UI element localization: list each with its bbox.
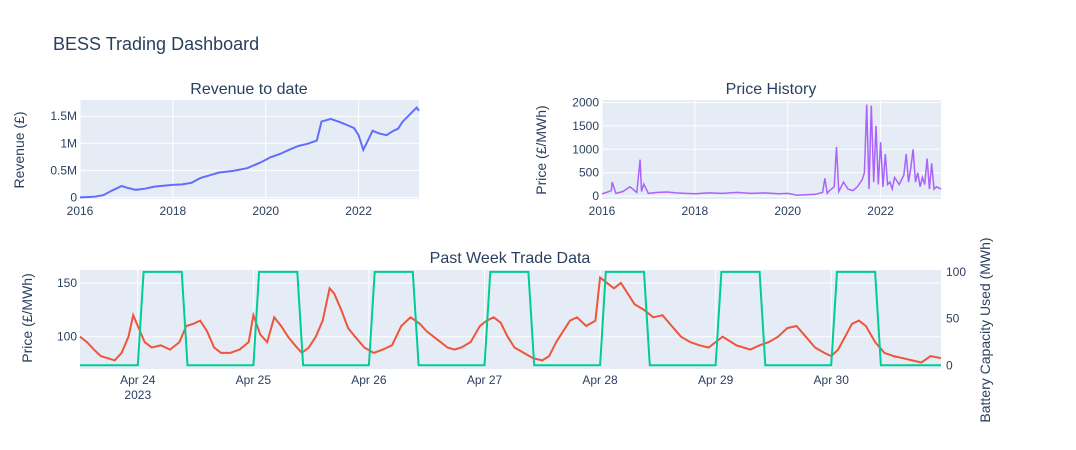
y-tick-label: 1500 (572, 119, 599, 133)
y2-tick-label: 50 (946, 312, 960, 326)
x-tick-label: Apr 27 (467, 373, 503, 387)
price-history-series-line (601, 104, 942, 196)
x-tick-label: 2020 (774, 204, 801, 218)
revenue-y-axis-label: Revenue (£) (11, 111, 27, 188)
trade-data-y-axis-label: Price (£/MWh) (19, 273, 35, 362)
y2-tick-label: 100 (946, 265, 966, 279)
x-tick-label: 2016 (67, 204, 94, 218)
price-history-chart-title: Price History (726, 81, 817, 98)
y-tick-label: 2000 (572, 95, 599, 109)
y-tick-label: 150 (57, 276, 77, 290)
x-tick-label: 2018 (682, 204, 709, 218)
trade-data-chart-title: Past Week Trade Data (430, 250, 591, 267)
trade-price-series-line (79, 275, 942, 364)
revenue-tick-labels: 2016 2018 2020 2022 0 0.5M 1M 1.5M (50, 109, 372, 218)
price-history-y-axis-label: Price (£/MWh) (533, 105, 549, 194)
y-tick-label: 100 (57, 330, 77, 344)
price-history-tick-labels: 2016 2018 2020 2022 0 500 1000 1500 2000 (572, 95, 894, 218)
x-tick-label: Apr 28 (582, 373, 618, 387)
y-tick-label: 0 (70, 190, 77, 204)
trade-data-plot-area[interactable] (80, 270, 941, 369)
price-history-gridlines (601, 100, 941, 199)
x-tick-label: Apr 30 (814, 373, 850, 387)
y-tick-label: 500 (579, 166, 599, 180)
x-tick-label: Apr 26 (351, 373, 387, 387)
revenue-plot-area[interactable] (80, 100, 419, 199)
y2-tick-label: 0 (946, 358, 953, 372)
revenue-gridlines (79, 100, 419, 199)
y-tick-label: 0 (592, 189, 599, 203)
x-tick-label: 2022 (345, 204, 372, 218)
trade-data-y2-axis-label: Battery Capacity Used (MWh) (977, 237, 993, 422)
x-tick-label: 2016 (589, 204, 616, 218)
battery-capacity-series-line (80, 270, 941, 367)
x-tick-label: 2018 (160, 204, 187, 218)
price-history-chart: 2016 2018 2020 2022 0 500 1000 1500 2000 Price H… (533, 81, 942, 218)
y-tick-label: 1.5M (50, 109, 77, 123)
y-tick-label: 1M (60, 136, 77, 150)
x-tick-label: Apr 29 (698, 373, 734, 387)
dashboard-title: BESS Trading Dashboard (53, 34, 259, 54)
revenue-chart-title: Revenue to date (190, 81, 308, 98)
y-tick-label: 1000 (572, 142, 599, 156)
revenue-chart: 2016 2018 2020 2022 0 0.5M 1M 1.5M Revenue to d… (11, 81, 420, 218)
x-tick-label: Apr 25 (236, 373, 272, 387)
y-tick-label: 0.5M (50, 163, 77, 177)
x-tick-label: 2022 (867, 204, 894, 218)
x-tick-year-label: 2023 (124, 388, 151, 402)
revenue-series-line (79, 106, 420, 199)
x-tick-label: Apr 24 (120, 373, 156, 387)
x-tick-label: 2020 (252, 204, 279, 218)
